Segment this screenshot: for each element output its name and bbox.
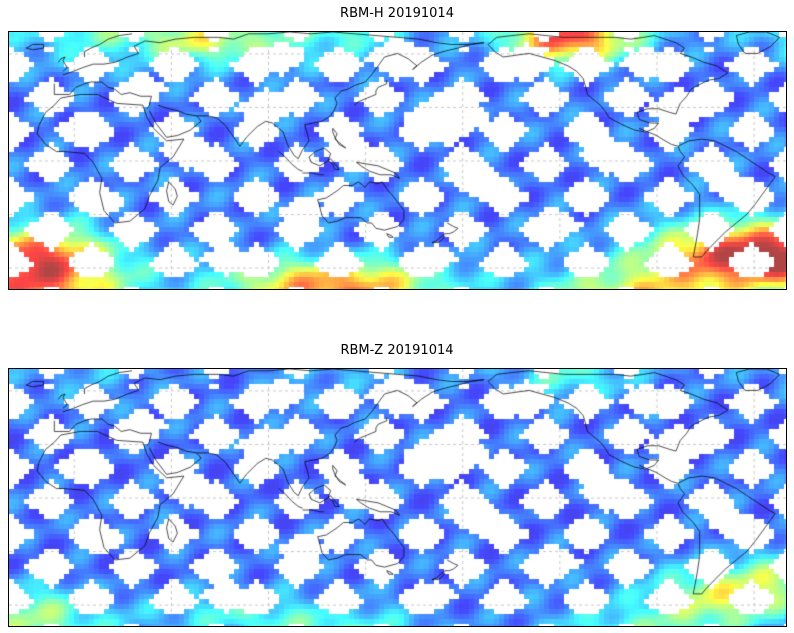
- chart-title-rbm-z: RBM-Z 20191014: [340, 343, 454, 358]
- map-panel-rbm-h: [8, 31, 787, 290]
- map-panel-rbm-z: [8, 368, 787, 627]
- chart-title-rbm-h: RBM-H 20191014: [340, 6, 454, 21]
